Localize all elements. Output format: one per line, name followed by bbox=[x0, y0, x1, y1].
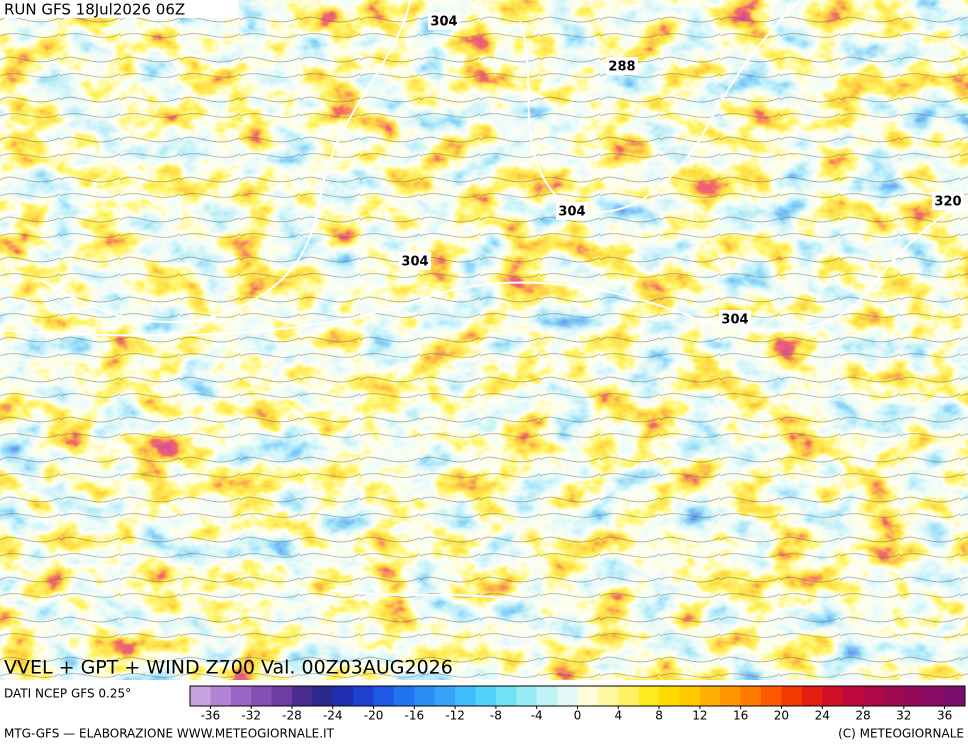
colorbar-swatch bbox=[353, 686, 375, 706]
colorbar: -36 -32 -28 -24 -20 -16 -12 -8 -4 0 4 8 12 16 20 24 28 32… bbox=[189, 685, 966, 723]
contour-label: 304 bbox=[401, 255, 428, 270]
colorbar-swatch bbox=[577, 686, 599, 706]
colorbar-tick-label: -20 bbox=[364, 709, 384, 723]
colorbar-tick-label: 16 bbox=[733, 709, 748, 723]
contour-label: 304 bbox=[721, 313, 748, 328]
colorbar-swatch bbox=[536, 686, 558, 706]
colorbar-swatch bbox=[944, 686, 966, 706]
label-bg bbox=[932, 192, 964, 210]
colorbar-swatch bbox=[516, 686, 538, 706]
colorbar-swatch bbox=[883, 686, 905, 706]
contour-line bbox=[329, 589, 521, 601]
label-bg bbox=[606, 57, 638, 75]
colorbar-swatch bbox=[291, 686, 313, 706]
label-bg bbox=[428, 12, 460, 30]
colorbar-swatch bbox=[597, 686, 619, 706]
colorbar-tick-label: 8 bbox=[655, 709, 663, 723]
colorbar-swatch bbox=[373, 686, 395, 706]
colorbar-swatch bbox=[332, 686, 354, 706]
source-label: DATI NCEP GFS 0.25° bbox=[4, 687, 131, 701]
colorbar-tick-label: -24 bbox=[323, 709, 343, 723]
colorbar-tick-label: -4 bbox=[531, 709, 543, 723]
colorbar-tick-label: -16 bbox=[405, 709, 425, 723]
colorbar-tick-label: 20 bbox=[774, 709, 789, 723]
colorbar-swatch bbox=[863, 686, 884, 706]
colorbar-tick-label: 24 bbox=[815, 709, 830, 723]
colorbar-swatch bbox=[903, 686, 925, 706]
colorbar-swatch bbox=[190, 686, 211, 706]
colorbar-tick-label: 0 bbox=[574, 709, 582, 723]
contour-line bbox=[519, 0, 801, 213]
contour-label: 288 bbox=[608, 60, 635, 75]
colorbar-swatch bbox=[699, 686, 721, 706]
colorbar-swatch bbox=[740, 686, 762, 706]
colorbar-swatch bbox=[251, 686, 273, 706]
map-title: VVEL + GPT + WIND Z700 Val. 00Z03AUG2026 bbox=[4, 657, 453, 679]
footer-right: (C) METEOGIORNALE bbox=[838, 727, 964, 741]
colorbar-tick-label: -36 bbox=[201, 709, 221, 723]
colorbar-swatch bbox=[924, 686, 946, 706]
colorbar-tick-label: -28 bbox=[282, 709, 302, 723]
geopotential-contours bbox=[0, 0, 968, 600]
label-bg bbox=[399, 252, 431, 270]
map: 304 288 304 304 304 320 RUN GFS 18Jul202… bbox=[0, 0, 968, 680]
colorbar-swatch bbox=[475, 686, 497, 706]
colorbar-swatch bbox=[720, 686, 742, 706]
contour-label: 304 bbox=[558, 205, 585, 220]
colorbar-swatch bbox=[822, 686, 844, 706]
colorbar-swatch bbox=[781, 686, 803, 706]
colorbar-swatch bbox=[495, 686, 517, 706]
colorbar-swatch bbox=[455, 686, 477, 706]
colorbar-swatch bbox=[312, 686, 334, 706]
contour-label: 304 bbox=[430, 15, 457, 30]
run-label-bg bbox=[0, 0, 238, 18]
colorbar-tick-label: 36 bbox=[937, 709, 952, 723]
colorbar-swatch bbox=[393, 686, 415, 706]
colorbar-swatch bbox=[801, 686, 823, 706]
colorbar-tick-label: 32 bbox=[896, 709, 911, 723]
colorbar-swatch bbox=[842, 686, 864, 706]
label-bg bbox=[556, 202, 588, 220]
contour-labels: 304 288 304 304 304 320 bbox=[399, 12, 964, 328]
colorbar-swatch bbox=[557, 686, 578, 706]
colorbar-tick-label: -8 bbox=[490, 709, 502, 723]
colorbar-swatch bbox=[230, 686, 252, 706]
contour-line bbox=[39, 0, 411, 323]
footer-left: MTG-GFS — ELABORAZIONE WWW.METEOGIORNALE… bbox=[4, 727, 335, 741]
label-bg bbox=[719, 310, 751, 328]
colorbar-swatch bbox=[210, 686, 232, 706]
colorbar-swatch bbox=[414, 686, 436, 706]
colorbar-swatch bbox=[618, 686, 640, 706]
colorbar-swatch bbox=[638, 686, 660, 706]
wind-streamlines bbox=[0, 0, 968, 680]
colorbar-tick-label: -12 bbox=[445, 709, 465, 723]
run-label: RUN GFS 18Jul2026 06Z bbox=[4, 1, 185, 19]
colorbar-tick-label: 28 bbox=[855, 709, 870, 723]
colorbar-tick-label: 4 bbox=[614, 709, 622, 723]
colorbar-tick-label: 12 bbox=[692, 709, 707, 723]
colorbar-swatch bbox=[761, 686, 782, 706]
colorbar-swatch bbox=[659, 686, 680, 706]
colorbar-swatch bbox=[271, 686, 293, 706]
contour-line bbox=[0, 199, 968, 337]
colorbar-swatch bbox=[679, 686, 701, 706]
colorbar-swatch bbox=[434, 686, 456, 706]
contour-label: 320 bbox=[934, 195, 961, 210]
colorbar-tick-label: -32 bbox=[241, 709, 261, 723]
